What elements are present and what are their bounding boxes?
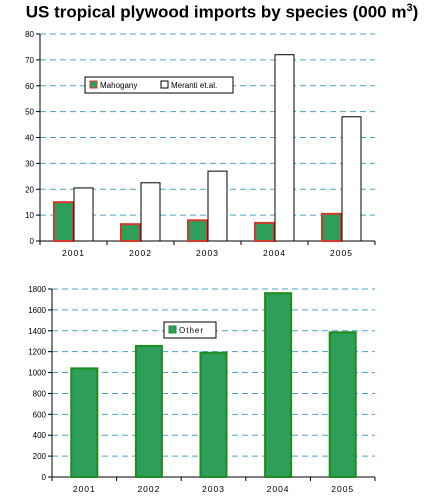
- y-tick-label: 1000: [28, 369, 46, 378]
- y-tick-label: 1400: [28, 327, 46, 336]
- x-tick-label: 2003: [196, 248, 219, 258]
- x-tick-label: 2005: [330, 248, 353, 258]
- bar: [73, 187, 94, 242]
- y-tick-label: 1800: [28, 285, 46, 294]
- bar: [199, 351, 228, 479]
- y-tick-label: 1200: [28, 348, 46, 357]
- legend-label: Other: [179, 326, 204, 335]
- legend-swatch: [168, 325, 177, 334]
- y-tick-label: 600: [33, 410, 47, 419]
- bar: [187, 219, 208, 243]
- x-tick-label: 2002: [129, 248, 152, 258]
- bar: [53, 201, 74, 242]
- bar: [207, 170, 228, 242]
- bar: [120, 223, 141, 242]
- bar: [134, 344, 163, 478]
- bar: [140, 182, 161, 242]
- legend-box: [163, 321, 217, 339]
- y-tick-label: 20: [25, 185, 34, 194]
- x-tick-label: 2001: [62, 248, 85, 258]
- legend-label: Meranti et.al.: [171, 81, 217, 90]
- bar: [341, 116, 362, 242]
- legend: Mahogany Meranti et.al.: [84, 76, 234, 94]
- y-tick-label: 400: [33, 431, 47, 440]
- chart-title: US tropical plywood imports by species (…: [25, 2, 419, 22]
- bar: [328, 331, 357, 478]
- y-tick-label: 80: [25, 30, 34, 39]
- x-tick-label: 2005: [331, 484, 354, 494]
- y-tick-label: 200: [33, 452, 47, 461]
- x-tick-label: 2004: [267, 484, 290, 494]
- bar: [254, 221, 275, 242]
- x-tick-label: 2001: [73, 484, 96, 494]
- y-tick-label: 10: [25, 211, 34, 220]
- y-tick-label: 60: [25, 82, 34, 91]
- legend-swatch: [160, 80, 169, 89]
- y-tick-label: 50: [25, 108, 34, 117]
- y-tick-label: 1600: [28, 306, 46, 315]
- chart-top-mahogany-meranti: 0 10 20 30 40 50 60 70 80 2001 2002 2003 2004 2005 Mah…: [25, 30, 376, 258]
- legend-box: [84, 76, 234, 94]
- bar: [70, 367, 99, 478]
- legend-label: Mahogany: [100, 81, 137, 90]
- bar: [264, 292, 293, 478]
- x-tick-label: 2004: [263, 248, 286, 258]
- y-tick-label: 0: [42, 473, 47, 482]
- y-tick-label: 40: [25, 134, 34, 143]
- x-tick-label: 2003: [202, 484, 225, 494]
- chart-bottom-other: 0 200 400 600 800 1000 1200 1400 1600 1800 2001 200…: [28, 285, 376, 494]
- bar: [321, 212, 342, 243]
- y-tick-label: 70: [25, 56, 34, 65]
- y-tick-label: 800: [33, 389, 47, 398]
- y-tick-label: 0: [30, 237, 35, 246]
- legend-swatch: [89, 80, 98, 89]
- bar: [274, 54, 295, 242]
- x-tick-label: 2002: [137, 484, 160, 494]
- legend: Other: [163, 321, 217, 339]
- y-tick-label: 30: [25, 159, 34, 168]
